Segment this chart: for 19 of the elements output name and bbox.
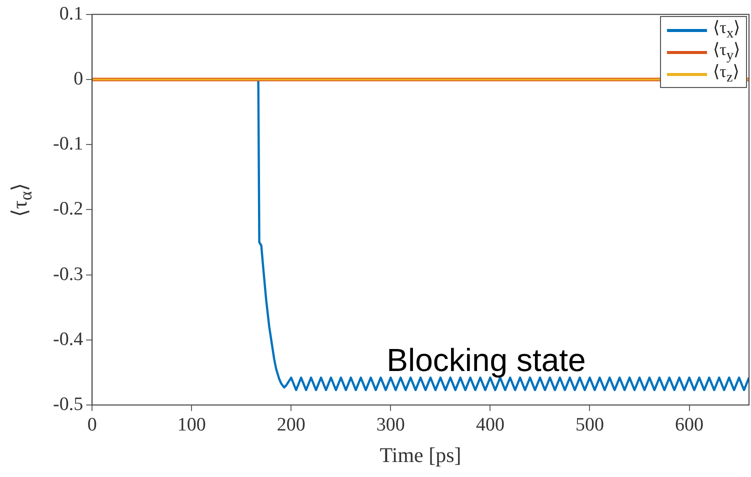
annotation: Blocking state	[386, 342, 586, 378]
x-tick-label: 400	[476, 414, 504, 436]
y-tick-label: -0.2	[53, 198, 84, 220]
y-tick-label: -0.3	[53, 264, 84, 285]
y-tick-label: -0.1	[53, 134, 84, 155]
x-tick-label: 300	[376, 414, 405, 436]
x-tick-label: 200	[276, 414, 306, 436]
legend-label: ⟨τ$_{y}$⟩	[713, 40, 740, 64]
x-tick-label: 600	[675, 414, 704, 436]
y-tick-label: -0.5	[53, 394, 84, 415]
x-axis-title: Time [ps]	[380, 442, 462, 467]
y-tick-label: -0.4	[53, 328, 84, 350]
y-tick-label: 0	[74, 68, 84, 90]
legend-label: ⟨τ$_{z}$⟩	[713, 62, 740, 87]
x-tick-label: 0	[87, 414, 97, 436]
legend-label: ⟨τ$_{x}$⟩	[713, 18, 740, 42]
x-tick-label: 100	[177, 414, 206, 436]
y-tick-label: 0.1	[59, 3, 84, 24]
x-tick-label: 500	[575, 414, 604, 436]
